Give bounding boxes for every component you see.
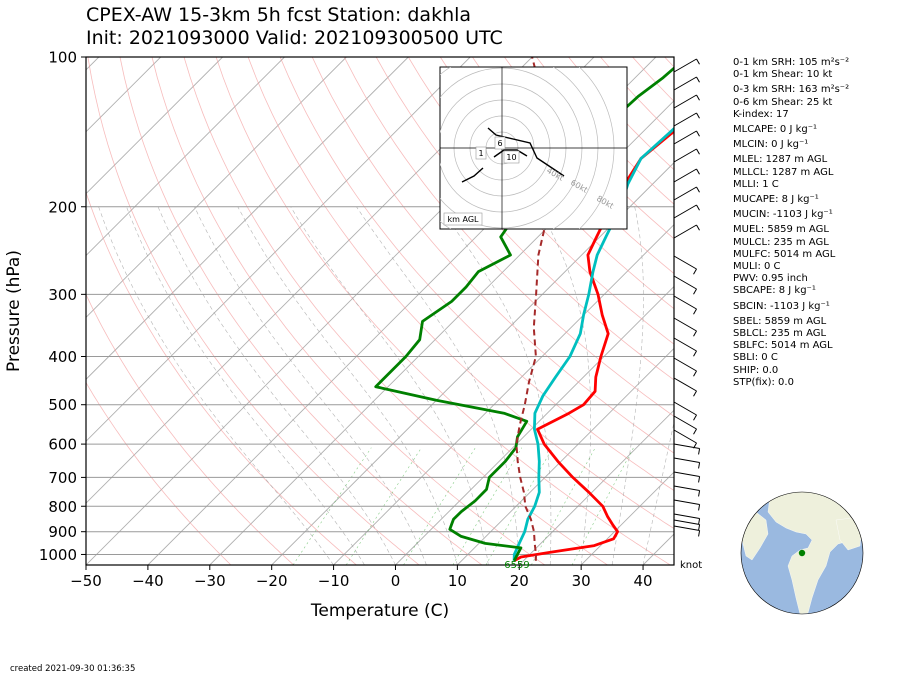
stat-line: MULFC: 5014 m AGL <box>733 248 836 260</box>
chart-subtitle: Init: 2021093000 Valid: 202109300500 UTC <box>86 27 503 49</box>
sounding-indices: 0-1 km SRH: 105 m²s⁻² 0-1 km Shear: 10 kt… <box>733 57 903 389</box>
x-tick-label: −40 <box>132 572 164 590</box>
wind-unit-label: knot <box>680 560 703 571</box>
y-tick-label: 200 <box>48 198 77 216</box>
stat-line: MULI: 0 C <box>733 261 781 273</box>
y-tick-label: 900 <box>48 523 77 541</box>
wind-barbs <box>673 58 701 537</box>
y-tick-label: 100 <box>48 49 77 67</box>
y-tick-label: 600 <box>48 436 77 454</box>
hodograph-inset: 40kt 60kt 80kt 1 6 10 km AGL <box>439 66 628 230</box>
y-tick-label: 700 <box>48 469 77 487</box>
x-tick-label: 0 <box>391 572 401 590</box>
hodograph-label: km AGL <box>448 215 480 224</box>
stat-line: 0-1 km SRH: 105 m²s⁻² <box>733 57 850 68</box>
location-globe <box>740 491 864 615</box>
x-axis: −50 −40 −30 −20 −10 0 10 20 30 40 <box>70 565 653 590</box>
y-tick-label: 300 <box>48 286 77 304</box>
profile-line-1 <box>512 126 674 561</box>
chart-title: CPEX-AW 15-3km 5h fcst Station: dakhla <box>86 4 472 26</box>
y-tick-label: 1000 <box>39 546 77 564</box>
stat-line: SBCIN: -1103 J kg⁻¹ <box>733 300 830 312</box>
stat-line: PWV: 0.95 inch <box>733 273 808 285</box>
stat-line: SBEL: 5859 m AGL <box>733 315 827 327</box>
y-tick-label: 800 <box>48 498 77 516</box>
stat-line: 0-1 km Shear: 10 kt <box>733 69 833 81</box>
stat-line: 0-6 km Shear: 25 kt <box>733 96 833 108</box>
y-axis-label: Pressure (hPa) <box>4 250 24 372</box>
stat-line: MLCAPE: 0 J kg⁻¹ <box>733 124 818 136</box>
surface-annotation: 6559 <box>504 560 529 571</box>
created-timestamp: created 2021-09-30 01:36:35 <box>10 664 136 674</box>
stat-line: MUEL: 5859 m AGL <box>733 224 829 236</box>
y-tick-label: 500 <box>48 396 77 414</box>
x-tick-label: −10 <box>318 572 350 590</box>
x-tick-label: 20 <box>510 572 529 590</box>
stat-line: SBLCL: 235 m AGL <box>733 328 827 340</box>
station-marker <box>798 549 806 557</box>
height-marker-6: 6 <box>497 139 502 148</box>
stat-line: MLLI: 1 C <box>733 178 779 190</box>
x-tick-label: 10 <box>448 572 467 590</box>
stat-line: SBLI: 0 C <box>733 352 778 364</box>
stat-line: SHIP: 0.0 <box>733 364 779 376</box>
y-axis: 100 200 300 400 500 600 700 800 900 1000 <box>39 49 86 564</box>
stat-line: SBCAPE: 8 J kg⁻¹ <box>733 285 816 297</box>
stat-line: MLCIN: 0 J kg⁻¹ <box>733 139 809 151</box>
stat-line: K-index: 17 <box>733 108 789 120</box>
stat-line: STP(fix): 0.0 <box>733 376 794 388</box>
background-lines <box>86 57 674 565</box>
height-marker-1: 1 <box>478 149 483 158</box>
x-tick-label: 30 <box>572 572 591 590</box>
stat-line: SBLFC: 5014 m AGL <box>733 340 833 352</box>
pressure-grid <box>86 57 674 555</box>
stat-line: 0-3 km SRH: 163 m²s⁻² <box>733 84 850 96</box>
stat-line: MULCL: 235 m AGL <box>733 236 829 248</box>
x-axis-label: Temperature (C) <box>310 601 449 621</box>
y-tick-label: 400 <box>48 348 77 366</box>
stat-line: MUCAPE: 8 J kg⁻¹ <box>733 194 819 206</box>
x-tick-label: −50 <box>70 572 102 590</box>
stat-line: MLLCL: 1287 m AGL <box>733 166 834 178</box>
height-marker-10: 10 <box>506 153 516 162</box>
x-tick-label: 40 <box>634 572 653 590</box>
stat-line: MLEL: 1287 m AGL <box>733 154 828 166</box>
x-tick-label: −30 <box>194 572 226 590</box>
x-tick-label: −20 <box>256 572 288 590</box>
stat-line: MUCIN: -1103 J kg⁻¹ <box>733 209 833 221</box>
